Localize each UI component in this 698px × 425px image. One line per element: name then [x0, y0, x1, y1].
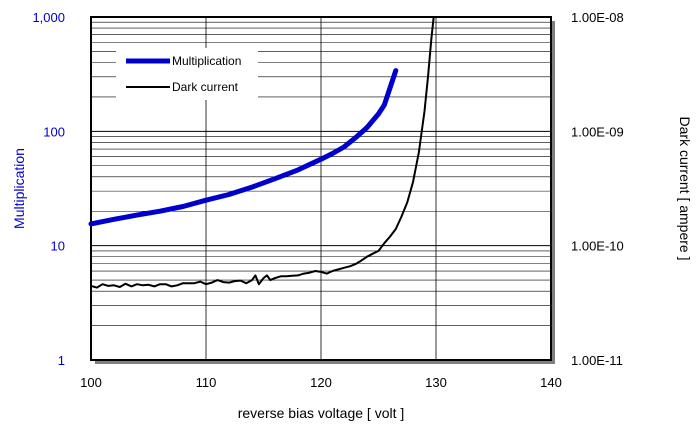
legend: Multiplication Dark current [116, 48, 258, 100]
x-tick-label: 110 [196, 375, 217, 390]
y-left-tick-label: 1,000 [32, 10, 65, 25]
y-left-tick-label: 100 [43, 124, 65, 139]
series-line-dark-current [90, 16, 435, 289]
y-right-tick-label: 1.00E-11 [571, 353, 623, 368]
y-axis-label-right: Dark current [ ampere ] [677, 117, 693, 261]
x-tick-label: 120 [310, 375, 332, 390]
legend-label-multiplication: Multiplication [172, 54, 241, 68]
x-tick-label: 140 [540, 375, 562, 390]
y-right-tick-label: 1.00E-08 [571, 10, 624, 25]
legend-box [116, 48, 258, 100]
y-right-tick-label: 1.00E-10 [571, 239, 624, 254]
y-left-tick-label: 1 [58, 353, 65, 368]
plot-shadow-right [552, 21, 555, 364]
plot-frame [90, 16, 552, 361]
y-right-tick-labels: 1.00E-11 1.00E-10 1.00E-09 1.00E-08 [571, 10, 624, 368]
series-layer [88, 16, 435, 289]
series-line-multiplication [88, 68, 399, 227]
y-left-tick-labels: 1 10 100 1,000 [32, 10, 65, 368]
y-axis-label-left: Multiplication [11, 148, 27, 229]
plot-shadow-bottom [95, 361, 555, 364]
x-tick-labels: 100 110 120 130 140 [80, 375, 562, 390]
x-tick-label: 130 [425, 375, 447, 390]
y-left-tick-label: 10 [51, 239, 65, 254]
y-right-tick-label: 1.00E-09 [571, 124, 624, 139]
x-tick-label: 100 [80, 375, 102, 390]
legend-label-dark-current: Dark current [172, 80, 239, 94]
x-axis-label: reverse bias voltage [ volt ] [238, 405, 405, 421]
